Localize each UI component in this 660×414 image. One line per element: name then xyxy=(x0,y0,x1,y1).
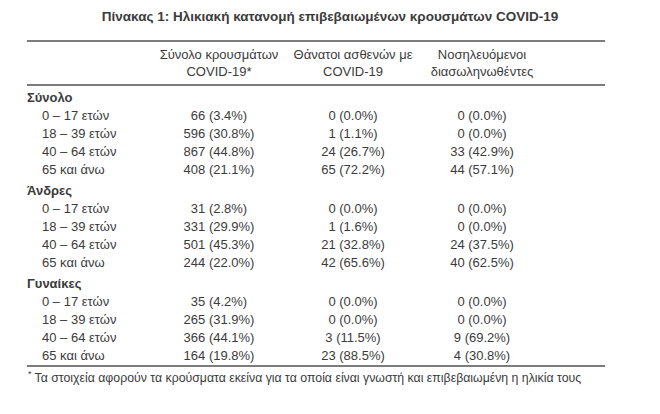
header-total-cases-line1: Σύνολο κρουσμάτων xyxy=(145,46,293,63)
header-empty-cell xyxy=(27,41,145,85)
deaths-cell: 65 (72.2%) xyxy=(293,161,413,179)
section-row-women: Γυναίκες xyxy=(27,272,605,293)
table-footnote: *Τα στοιχεία αφορούν τα κρούσματα εκείνα… xyxy=(28,367,638,386)
footnote-asterisk: * xyxy=(28,369,32,379)
section-row-total: Σύνολο xyxy=(27,85,605,107)
header-deaths-line2: COVID-19 xyxy=(293,63,413,80)
cases-cell: 596 (30.8%) xyxy=(145,125,293,143)
deaths-cell: 0 (0.0%) xyxy=(293,311,413,329)
age-label: 18 – 39 ετών xyxy=(27,125,145,143)
age-label: 0 – 17 ετών xyxy=(27,293,145,311)
section-label: Σύνολο xyxy=(27,85,145,107)
table-row: 0 – 17 ετών 66 (3.4%) 0 (0.0%) 0 (0.0%) xyxy=(27,107,605,125)
deaths-cell: 3 (11.5%) xyxy=(293,329,413,347)
table-row: 18 – 39 ετών 331 (29.9%) 1 (1.6%) 0 (0.0… xyxy=(27,218,605,236)
intubated-cell: 33 (42.9%) xyxy=(413,143,551,161)
deaths-cell: 24 (26.7%) xyxy=(293,143,413,161)
document-page: Πίνακας 1: Ηλικιακή κατανομή επιβεβαιωμέ… xyxy=(0,0,660,414)
table-row: 0 – 17 ετών 31 (2.8%) 0 (0.0%) 0 (0.0%) xyxy=(27,200,605,218)
deaths-cell: 0 (0.0%) xyxy=(293,200,413,218)
cases-cell: 244 (22.0%) xyxy=(145,254,293,272)
header-deaths: Θάνατοι ασθενών με COVID-19 xyxy=(293,41,413,85)
table-row: 65 και άνω 244 (22.0%) 42 (65.6%) 40 (62… xyxy=(27,254,605,272)
intubated-cell: 0 (0.0%) xyxy=(413,125,551,143)
intubated-cell: 0 (0.0%) xyxy=(413,107,551,125)
table-row: 0 – 17 ετών 35 (4.2%) 0 (0.0%) 0 (0.0%) xyxy=(27,293,605,311)
age-label: 0 – 17 ετών xyxy=(27,107,145,125)
header-total-cases-line2: COVID-19* xyxy=(145,63,293,80)
cases-cell: 867 (44.8%) xyxy=(145,143,293,161)
table-row: 18 – 39 ετών 596 (30.8%) 1 (1.1%) 0 (0.0… xyxy=(27,125,605,143)
cases-cell: 265 (31.9%) xyxy=(145,311,293,329)
table-row: 40 – 64 ετών 867 (44.8%) 24 (26.7%) 33 (… xyxy=(27,143,605,161)
deaths-cell: 0 (0.0%) xyxy=(293,107,413,125)
deaths-cell: 23 (88.5%) xyxy=(293,347,413,366)
age-label: 65 και άνω xyxy=(27,347,145,366)
covid-age-table: Σύνολο κρουσμάτων COVID-19* Θάνατοι ασθε… xyxy=(27,40,605,367)
cases-cell: 31 (2.8%) xyxy=(145,200,293,218)
intubated-cell: 0 (0.0%) xyxy=(413,293,551,311)
header-row: Σύνολο κρουσμάτων COVID-19* Θάνατοι ασθε… xyxy=(27,41,605,85)
age-label: 18 – 39 ετών xyxy=(27,311,145,329)
table-row: 65 και άνω 164 (19.8%) 23 (88.5%) 4 (30.… xyxy=(27,347,605,366)
age-label: 40 – 64 ετών xyxy=(27,143,145,161)
header-deaths-line1: Θάνατοι ασθενών με xyxy=(293,46,413,63)
age-label: 65 και άνω xyxy=(27,161,145,179)
age-label: 0 – 17 ετών xyxy=(27,200,145,218)
cases-cell: 331 (29.9%) xyxy=(145,218,293,236)
intubated-cell: 24 (37.5%) xyxy=(413,236,551,254)
section-label: Γυναίκες xyxy=(27,272,145,293)
intubated-cell: 40 (62.5%) xyxy=(413,254,551,272)
table-row: 40 – 64 ετών 501 (45.3%) 21 (32.8%) 24 (… xyxy=(27,236,605,254)
intubated-cell: 9 (69.2%) xyxy=(413,329,551,347)
cases-cell: 501 (45.3%) xyxy=(145,236,293,254)
age-label: 40 – 64 ετών xyxy=(27,236,145,254)
age-label: 40 – 64 ετών xyxy=(27,329,145,347)
deaths-cell: 0 (0.0%) xyxy=(293,293,413,311)
deaths-cell: 1 (1.6%) xyxy=(293,218,413,236)
table-row: 18 – 39 ετών 265 (31.9%) 0 (0.0%) 0 (0.0… xyxy=(27,311,605,329)
deaths-cell: 1 (1.1%) xyxy=(293,125,413,143)
footnote-text: Τα στοιχεία αφορούν τα κρούσματα εκείνα … xyxy=(35,371,582,385)
table-title: Πίνακας 1: Ηλικιακή κατανομή επιβεβαιωμέ… xyxy=(0,9,660,24)
section-label: Άνδρες xyxy=(27,179,145,200)
cases-cell: 164 (19.8%) xyxy=(145,347,293,366)
cases-cell: 366 (44.1%) xyxy=(145,329,293,347)
header-intubated: Νοσηλευόμενοι διασωληνωθέντες xyxy=(413,41,551,85)
deaths-cell: 21 (32.8%) xyxy=(293,236,413,254)
header-spacer-cell xyxy=(551,41,605,85)
deaths-cell: 42 (65.6%) xyxy=(293,254,413,272)
intubated-cell: 0 (0.0%) xyxy=(413,311,551,329)
table-row: 65 και άνω 408 (21.1%) 65 (72.2%) 44 (57… xyxy=(27,161,605,179)
age-label: 65 και άνω xyxy=(27,254,145,272)
header-total-cases: Σύνολο κρουσμάτων COVID-19* xyxy=(145,41,293,85)
covid-age-table-wrap: Σύνολο κρουσμάτων COVID-19* Θάνατοι ασθε… xyxy=(27,40,605,367)
intubated-cell: 0 (0.0%) xyxy=(413,200,551,218)
intubated-cell: 4 (30.8%) xyxy=(413,347,551,366)
header-intubated-line1: Νοσηλευόμενοι xyxy=(413,46,551,63)
cases-cell: 66 (3.4%) xyxy=(145,107,293,125)
cases-cell: 408 (21.1%) xyxy=(145,161,293,179)
section-row-men: Άνδρες xyxy=(27,179,605,200)
intubated-cell: 44 (57.1%) xyxy=(413,161,551,179)
table-row: 40 – 64 ετών 366 (44.1%) 3 (11.5%) 9 (69… xyxy=(27,329,605,347)
intubated-cell: 0 (0.0%) xyxy=(413,218,551,236)
age-label: 18 – 39 ετών xyxy=(27,218,145,236)
header-intubated-line2: διασωληνωθέντες xyxy=(413,63,551,80)
cases-cell: 35 (4.2%) xyxy=(145,293,293,311)
